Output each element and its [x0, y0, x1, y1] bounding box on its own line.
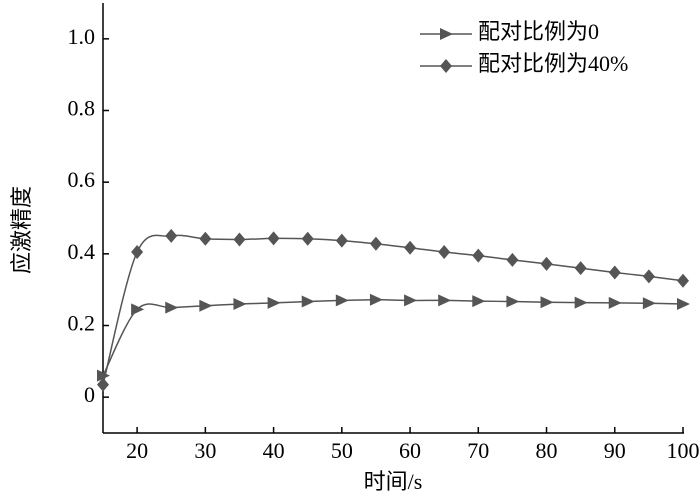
marker	[642, 269, 655, 284]
x-tick-label: 100	[667, 438, 700, 463]
marker	[301, 295, 315, 308]
marker	[404, 294, 418, 307]
marker	[267, 296, 281, 309]
legend-marker	[440, 28, 453, 40]
marker	[199, 231, 212, 246]
legend-label: 配对比例为0	[478, 19, 599, 44]
marker	[506, 252, 519, 267]
marker	[574, 261, 587, 276]
marker	[97, 369, 110, 382]
y-tick-label: 0	[84, 382, 95, 407]
x-tick-label: 20	[126, 438, 148, 463]
x-axis-label: 时间/s	[364, 469, 423, 494]
marker	[301, 231, 314, 246]
y-tick-label: 0.4	[68, 239, 96, 264]
x-tick-label: 50	[331, 438, 353, 463]
series-line	[102, 298, 684, 377]
marker	[131, 245, 144, 260]
marker	[165, 301, 179, 314]
marker	[506, 295, 520, 308]
marker	[472, 295, 486, 308]
marker	[540, 256, 553, 271]
marker	[608, 296, 622, 309]
x-tick-label: 60	[399, 438, 421, 463]
marker	[233, 232, 246, 247]
x-tick-label: 90	[604, 438, 626, 463]
x-tick-label: 40	[263, 438, 285, 463]
series-line	[102, 234, 684, 385]
marker	[472, 248, 485, 263]
marker	[438, 245, 451, 260]
y-axis-label: 应激精度	[9, 186, 34, 274]
marker	[199, 299, 213, 312]
x-tick-label: 70	[467, 438, 489, 463]
marker	[438, 294, 452, 307]
legend-marker	[440, 59, 452, 73]
y-tick-label: 0.6	[68, 167, 96, 192]
y-tick-label: 0.8	[68, 96, 96, 121]
y-tick-label: 1.0	[68, 24, 96, 49]
marker	[677, 298, 690, 310]
marker	[677, 273, 689, 288]
x-tick-label: 80	[536, 438, 558, 463]
marker	[233, 298, 247, 310]
marker	[608, 265, 621, 280]
marker	[335, 233, 348, 248]
marker	[267, 231, 280, 246]
legend-label: 配对比例为40%	[478, 51, 628, 76]
y-tick-label: 0.2	[68, 311, 96, 336]
marker	[335, 294, 349, 307]
marker	[369, 293, 383, 306]
marker	[97, 377, 109, 392]
marker	[165, 228, 178, 243]
marker	[574, 296, 588, 309]
x-tick-label: 30	[194, 438, 216, 463]
marker	[131, 303, 145, 316]
marker	[642, 297, 656, 310]
marker	[404, 240, 417, 255]
marker	[369, 236, 382, 251]
marker	[540, 296, 554, 309]
